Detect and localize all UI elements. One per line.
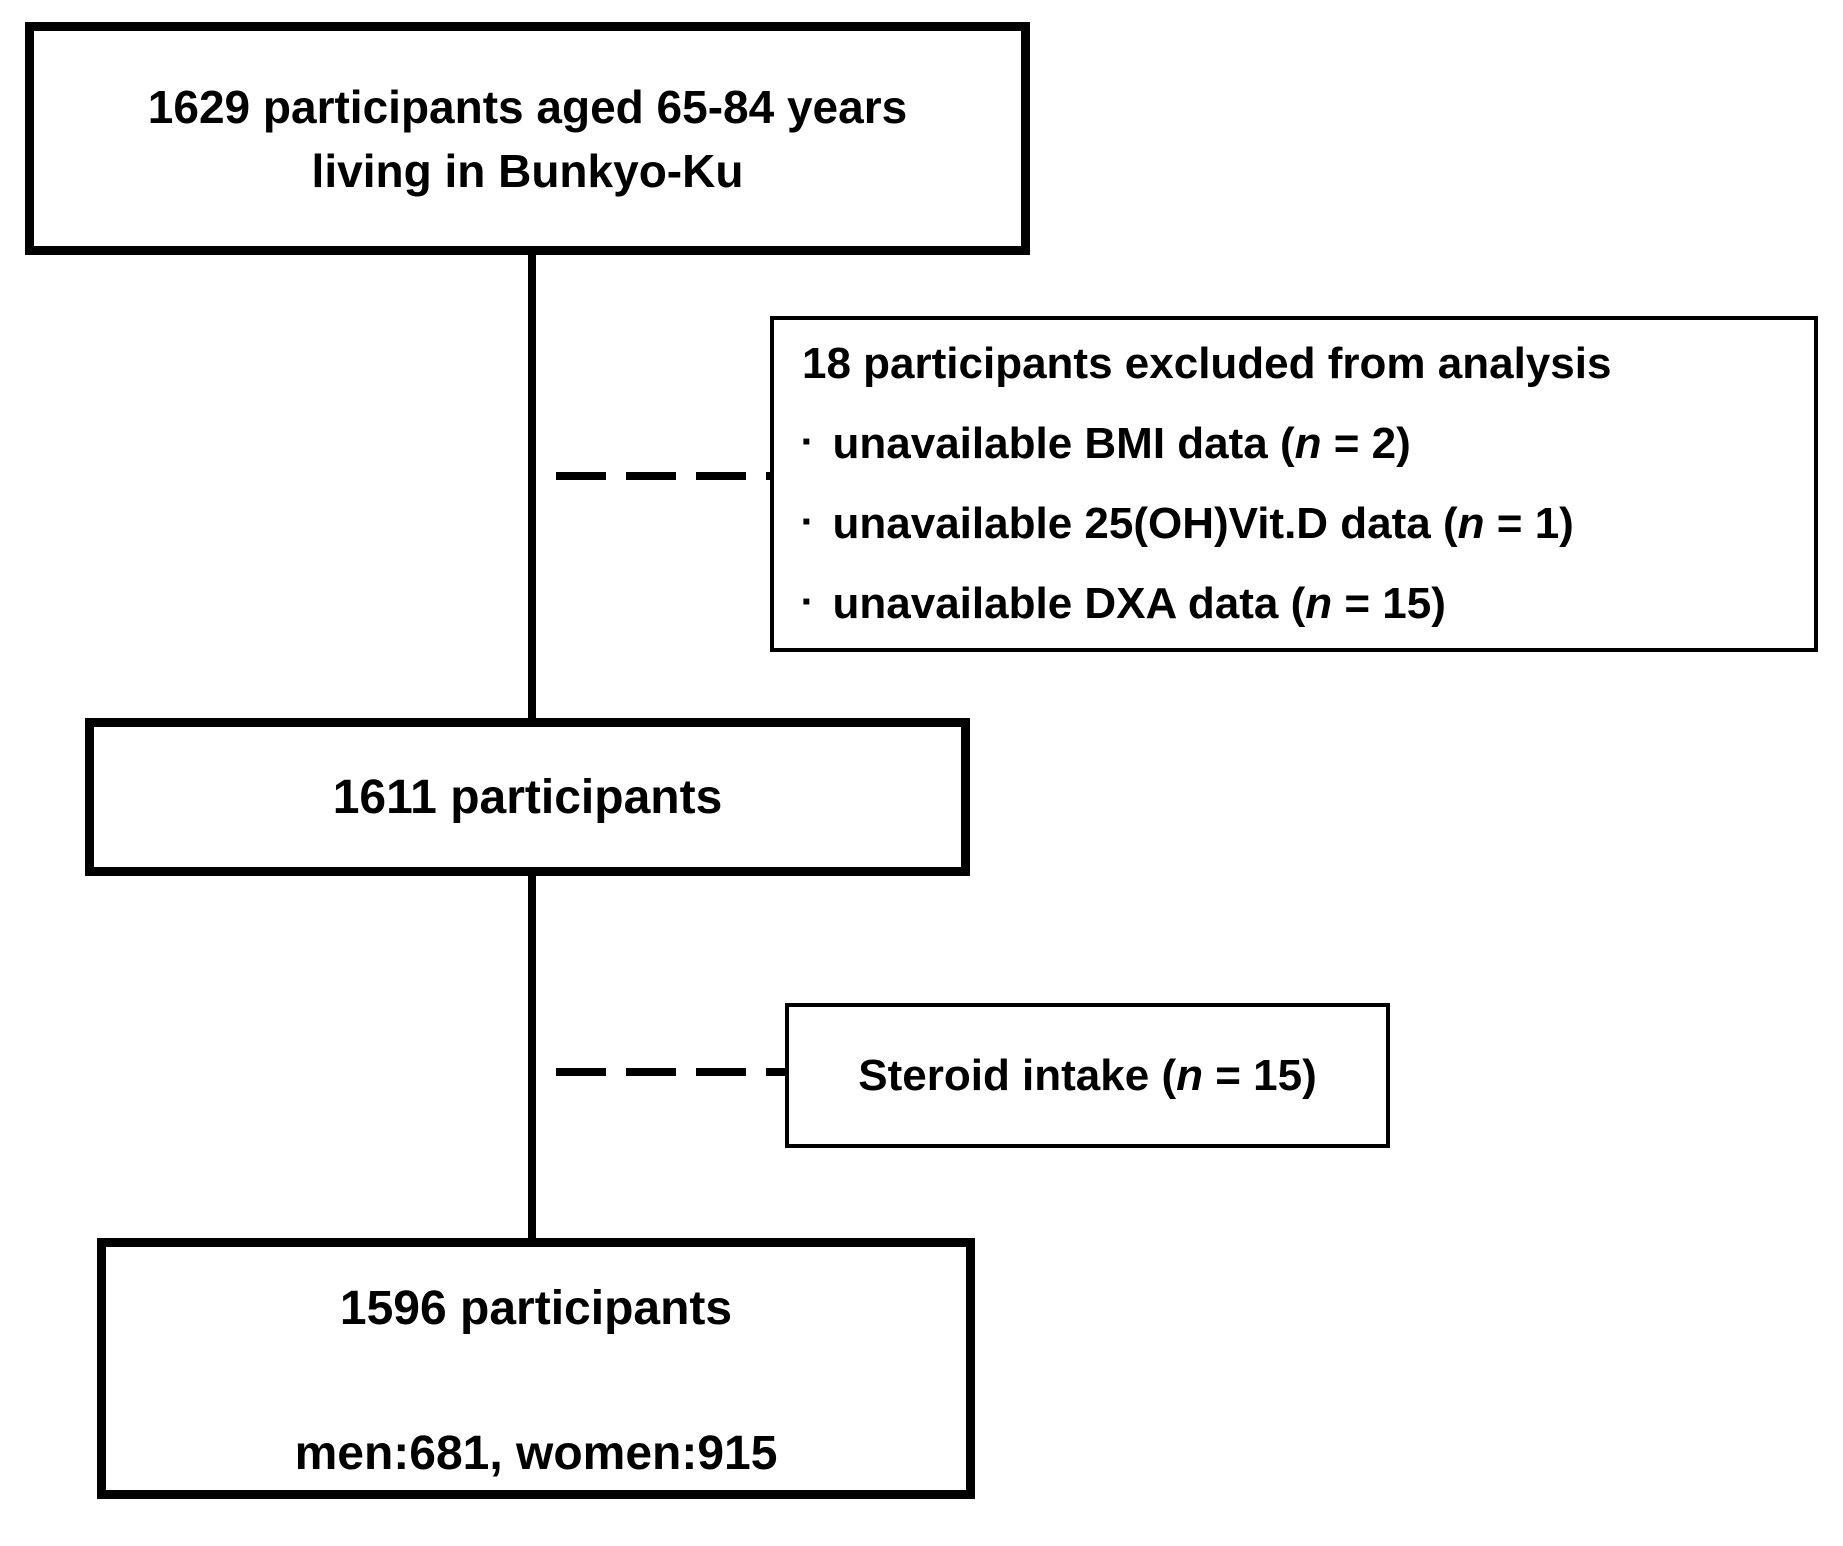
steroid-count: = 15) [1202, 1050, 1317, 1100]
exclusion-item-count: = 15) [1332, 579, 1446, 628]
after-exclusion-box: 1611 participants [85, 718, 970, 876]
dashed-connector-exclusion [536, 472, 770, 480]
final-total: 1596 participants [339, 1282, 733, 1335]
enrollment-line1: 1629 participants aged 65-84 years [147, 80, 908, 133]
exclusion-item-count: = 2) [1321, 419, 1411, 468]
square-bullet-icon: ▪ [802, 508, 811, 535]
exclusion-title: 18 participants excluded from analysis [802, 339, 1612, 388]
enrollment-line2: living in Bunkyo-Ku [311, 144, 744, 197]
steroid-text: Steroid intake ( [858, 1050, 1177, 1100]
exclusion-item-text: unavailable DXA data ( [832, 579, 1306, 628]
final-sex-breakdown: men:681, women:915 [294, 1427, 778, 1480]
exclusion-item-bmi: ▪ unavailable BMI data (n = 2) [802, 403, 1411, 483]
square-bullet-icon: ▪ [802, 428, 811, 455]
exclusion-item-text: unavailable 25(OH)Vit.D data ( [832, 499, 1458, 548]
enrollment-box: 1629 participants aged 65-84 years livin… [25, 22, 1030, 255]
exclusion-item-text: unavailable BMI data ( [832, 419, 1295, 468]
after-exclusion-label: 1611 participants [332, 770, 723, 824]
italic-n: n [1305, 579, 1333, 628]
italic-n: n [1457, 499, 1485, 548]
steroid-box: Steroid intake (n = 15) [785, 1003, 1390, 1148]
exclusion-box: 18 participants excluded from analysis ▪… [770, 316, 1818, 652]
dashed-connector-steroid [536, 1068, 785, 1076]
italic-n: n [1176, 1050, 1203, 1100]
connector-line-bottom [528, 874, 536, 1238]
steroid-label: Steroid intake (n = 15) [858, 1051, 1316, 1101]
exclusion-item-dxa: ▪ unavailable DXA data (n = 15) [802, 563, 1446, 643]
final-box: 1596 participants men:681, women:915 [97, 1238, 975, 1499]
square-bullet-icon: ▪ [802, 588, 811, 615]
italic-n: n [1294, 419, 1322, 468]
exclusion-item-vitd: ▪ unavailable 25(OH)Vit.D data (n = 1) [802, 483, 1574, 563]
connector-line-top [528, 253, 536, 718]
exclusion-item-count: = 1) [1484, 499, 1574, 548]
